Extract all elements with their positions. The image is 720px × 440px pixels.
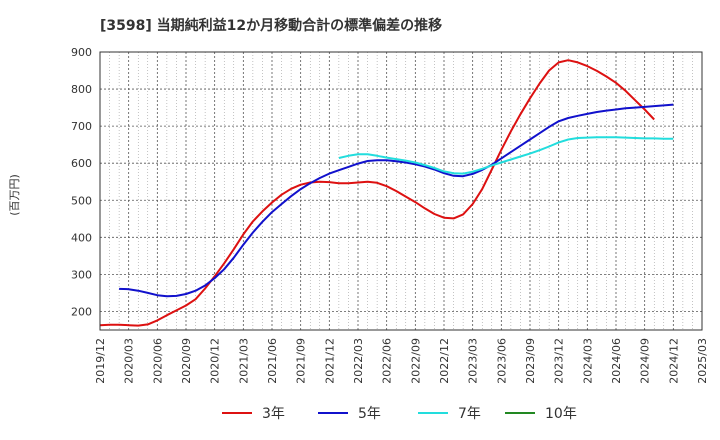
- x-tick-label: 2021/06: [266, 338, 279, 384]
- y-tick-labels: 200 300 400 500 600 700 800 900: [71, 46, 92, 318]
- x-tick-label: 2022/09: [409, 338, 422, 384]
- y-tick-label: 900: [71, 46, 92, 59]
- x-tick-label: 2024/06: [610, 338, 623, 384]
- y-tick-label: 300: [71, 268, 92, 281]
- legend: 3年 5年 7年 10年: [222, 406, 577, 422]
- y-tick-label: 500: [71, 194, 92, 207]
- x-tick-label: 2021/03: [237, 338, 250, 384]
- x-tick-label: 2025/03: [696, 338, 709, 384]
- x-tick-label: 2023/06: [495, 338, 508, 384]
- x-tick-label: 2022/06: [381, 338, 394, 384]
- x-tick-label: 2024/09: [639, 338, 652, 384]
- y-tick-label: 600: [71, 157, 92, 170]
- series-lines: [99, 59, 674, 327]
- x-tick-label: 2022/03: [352, 338, 365, 384]
- legend-label-3: 10年: [545, 406, 577, 422]
- grid: [99, 51, 703, 330]
- x-tick-label: 2020/12: [209, 338, 222, 384]
- plot-frame: [99, 51, 703, 331]
- series-line-2: [338, 136, 674, 175]
- x-tick-label: 2021/09: [295, 338, 308, 384]
- y-tick-label: 400: [71, 231, 92, 244]
- y-tick-label: 700: [71, 120, 92, 133]
- y-axis-label: (百万円): [8, 174, 21, 216]
- legend-label-0: 3年: [262, 406, 285, 422]
- x-tick-label: 2020/09: [180, 338, 193, 384]
- chart-title: [3598] 当期純利益12か月移動合計の標準偏差の推移: [100, 17, 442, 34]
- x-tick-label: 2024/12: [667, 338, 680, 384]
- x-tick-label: 2020/06: [151, 338, 164, 384]
- x-tick-label: 2022/12: [438, 338, 451, 384]
- series-line-0: [99, 59, 655, 327]
- legend-label-2: 7年: [458, 406, 481, 422]
- x-tick-label: 2019/12: [94, 338, 107, 384]
- x-tick-label: 2020/03: [123, 338, 136, 384]
- series-line-1: [119, 103, 674, 298]
- x-tick-labels: 2019/12 2020/03 2020/06 2020/09 2020/12 2021/…: [94, 338, 709, 384]
- x-tick-label: 2024/03: [581, 338, 594, 384]
- x-tick-label: 2023/12: [553, 338, 566, 384]
- x-tick-label: 2021/12: [323, 338, 336, 384]
- legend-label-1: 5年: [358, 406, 381, 422]
- y-tick-label: 200: [71, 305, 92, 318]
- x-tick-label: 2023/09: [524, 338, 537, 384]
- x-tick-label: 2023/03: [467, 338, 480, 384]
- y-tick-label: 800: [71, 83, 92, 96]
